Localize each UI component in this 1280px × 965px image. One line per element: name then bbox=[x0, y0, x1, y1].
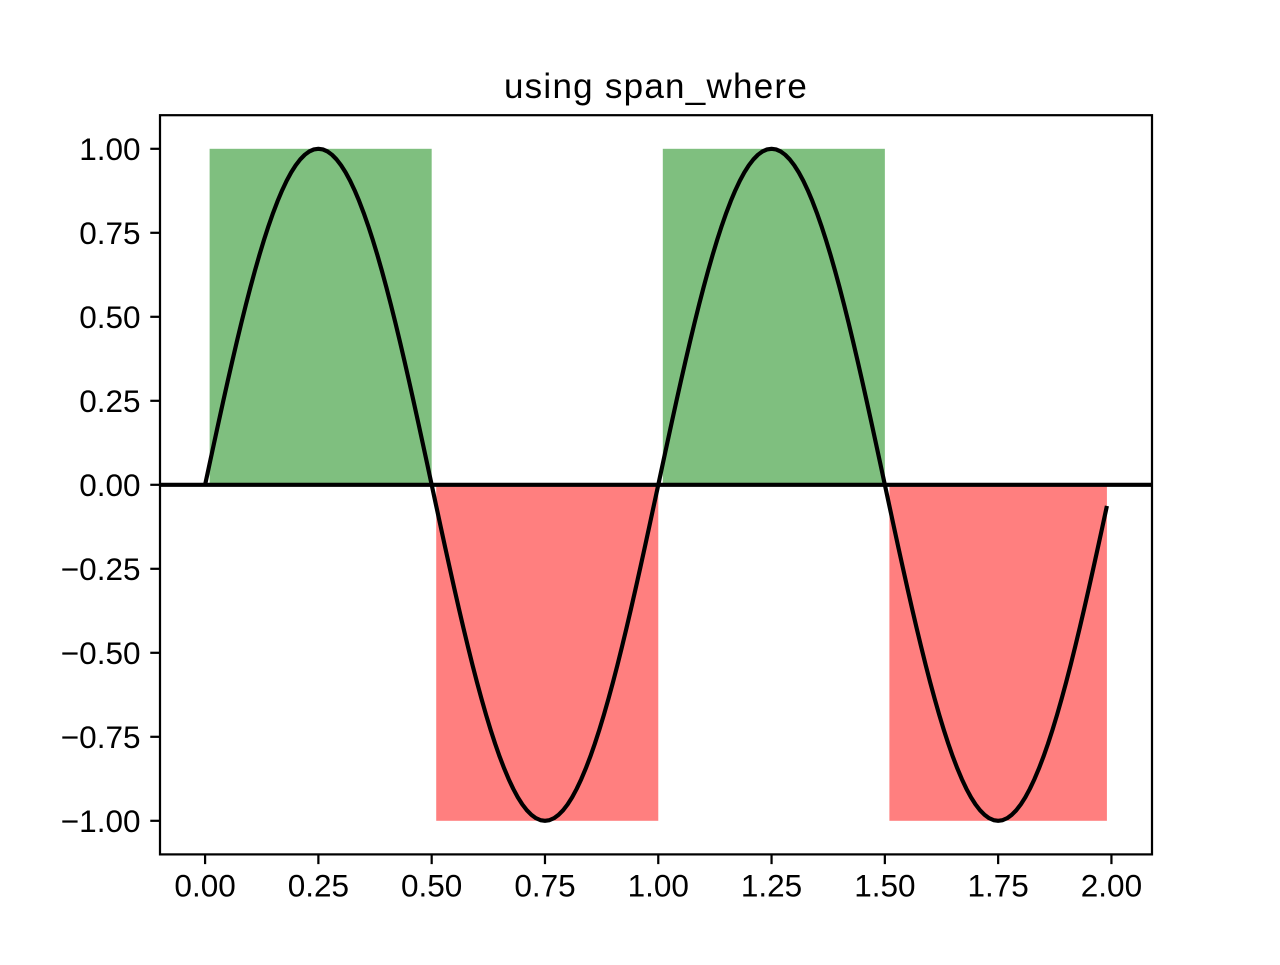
svg-text:0.50: 0.50 bbox=[401, 868, 462, 904]
svg-text:1.25: 1.25 bbox=[741, 868, 802, 904]
svg-text:−0.75: −0.75 bbox=[61, 719, 141, 755]
svg-text:0.25: 0.25 bbox=[79, 383, 140, 419]
svg-text:0.75: 0.75 bbox=[79, 215, 140, 251]
svg-text:−1.00: −1.00 bbox=[61, 803, 141, 839]
svg-text:0.25: 0.25 bbox=[288, 868, 349, 904]
svg-text:−0.50: −0.50 bbox=[61, 635, 141, 671]
svg-text:0.75: 0.75 bbox=[514, 868, 575, 904]
svg-text:1.75: 1.75 bbox=[967, 868, 1028, 904]
svg-text:0.00: 0.00 bbox=[174, 868, 235, 904]
svg-text:1.50: 1.50 bbox=[854, 868, 915, 904]
svg-text:1.00: 1.00 bbox=[628, 868, 689, 904]
svg-text:1.00: 1.00 bbox=[79, 131, 140, 167]
svg-text:0.00: 0.00 bbox=[79, 467, 140, 503]
svg-text:−0.25: −0.25 bbox=[61, 551, 141, 587]
svg-text:0.50: 0.50 bbox=[79, 299, 140, 335]
svg-text:2.00: 2.00 bbox=[1081, 868, 1142, 904]
svg-text:using span_where: using span_where bbox=[504, 67, 808, 106]
